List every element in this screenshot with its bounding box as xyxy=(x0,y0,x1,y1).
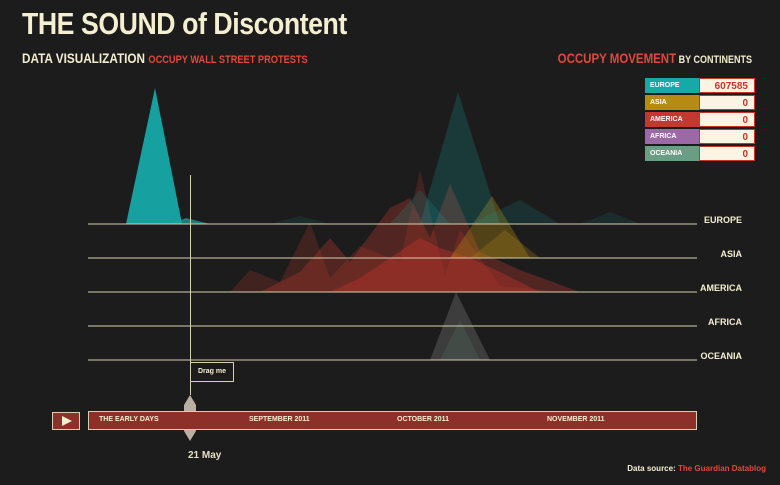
page-title: THE SOUND of Discontent xyxy=(22,6,347,41)
legend-name: ASIA xyxy=(645,95,699,110)
timeline-bar[interactable]: THE EARLY DAYS SEPTEMBER 2011 OCTOBER 20… xyxy=(88,411,697,430)
play-button[interactable] xyxy=(52,412,80,430)
subtitle-accent: OCCUPY WALL STREET PROTESTS xyxy=(148,54,308,66)
label-america: AMERICA xyxy=(700,283,742,293)
legend-value: 607585 xyxy=(699,78,755,93)
label-africa: AFRICA xyxy=(708,317,742,327)
legend-name: AMERICA xyxy=(645,112,699,127)
label-oceania: OCEANIA xyxy=(700,351,742,361)
legend-row-asia: ASIA 0 xyxy=(645,95,755,110)
asia-peaks xyxy=(450,196,540,258)
legend-title: OCCUPY MOVEMENT BY CONTINENTS xyxy=(558,50,752,66)
play-icon xyxy=(62,416,72,426)
legend-title-accent: OCCUPY MOVEMENT xyxy=(557,50,677,66)
source-link[interactable]: The Guardian Datablog xyxy=(677,464,766,473)
data-source: Data source: The Guardian Datablog xyxy=(627,464,766,473)
current-date: 21 May xyxy=(188,450,222,461)
time-cursor-line xyxy=(190,175,191,395)
timeline-label-november: NOVEMBER 2011 xyxy=(547,416,605,423)
continent-baselines xyxy=(88,223,697,361)
timeline-label-early: THE EARLY DAYS xyxy=(99,416,159,423)
label-europe: EUROPE xyxy=(703,215,742,225)
legend-value: 0 xyxy=(699,95,755,110)
timeline-label-september: SEPTEMBER 2011 xyxy=(249,416,310,423)
legend-name: OCEANIA xyxy=(645,146,699,161)
legend-name: AFRICA xyxy=(645,129,699,144)
legend-row-america: AMERICA 0 xyxy=(645,112,755,127)
timeline-label-october: OCTOBER 2011 xyxy=(397,416,450,423)
continent-legend: EUROPE 607585 ASIA 0 AMERICA 0 AFRICA 0 OCEANIA 0 xyxy=(645,78,755,163)
source-label: Data source: xyxy=(627,464,676,473)
drag-tooltip: Drag me xyxy=(190,362,234,382)
subtitle-main: DATA VISUALIZATION xyxy=(22,50,146,66)
legend-value: 0 xyxy=(699,146,755,161)
legend-value: 0 xyxy=(699,112,755,127)
legend-row-africa: AFRICA 0 xyxy=(645,129,755,144)
legend-row-europe: EUROPE 607585 xyxy=(645,78,755,93)
legend-title-rest: BY CONTINENTS xyxy=(678,54,752,66)
europe-peaks xyxy=(126,88,640,224)
legend-name: EUROPE xyxy=(645,78,699,93)
legend-value: 0 xyxy=(699,129,755,144)
label-asia: ASIA xyxy=(720,249,742,259)
page-subtitle: DATA VISUALIZATION OCCUPY WALL STREET PRO… xyxy=(22,50,308,66)
legend-row-oceania: OCEANIA 0 xyxy=(645,146,755,161)
america-peaks xyxy=(230,170,580,292)
